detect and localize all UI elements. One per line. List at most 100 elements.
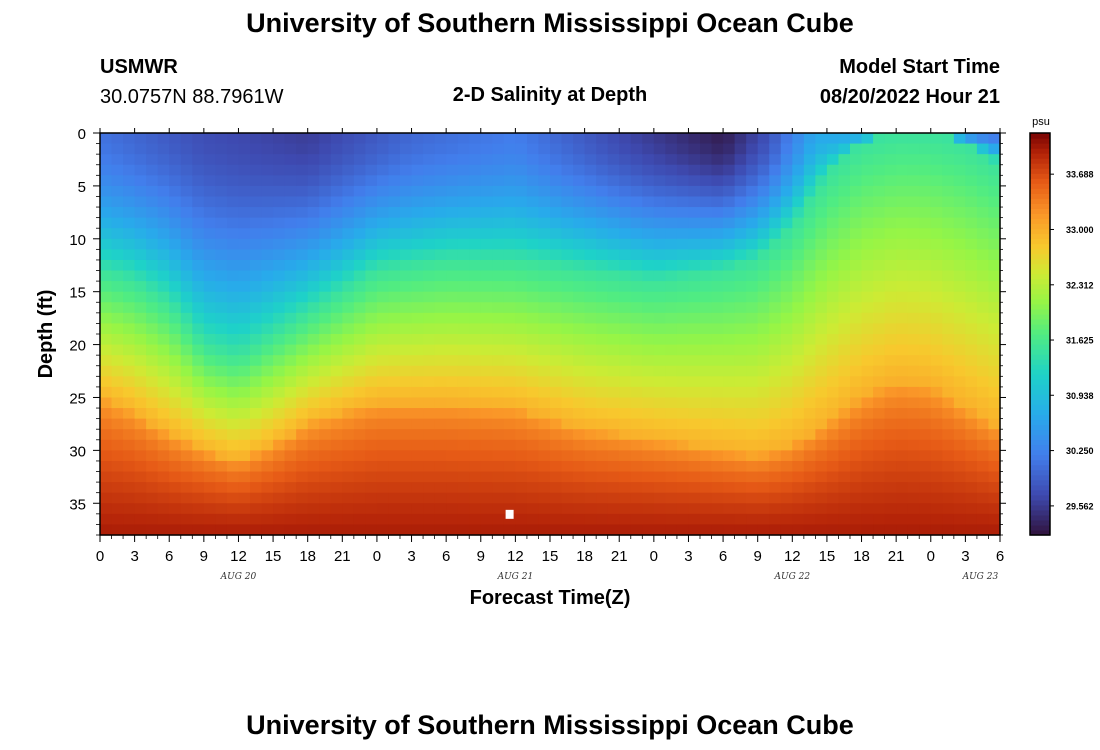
heatmap-cell bbox=[307, 524, 320, 536]
heatmap-cell bbox=[884, 439, 897, 451]
heatmap-cell bbox=[838, 524, 851, 536]
heatmap-cell bbox=[319, 439, 332, 451]
heatmap-cell bbox=[134, 281, 147, 293]
heatmap-cell bbox=[411, 355, 424, 367]
heatmap-cell bbox=[838, 429, 851, 441]
heatmap-cell bbox=[215, 397, 228, 409]
heatmap-cell bbox=[273, 312, 286, 325]
heatmap-cell bbox=[434, 439, 447, 451]
heatmap-cell bbox=[434, 302, 447, 314]
heatmap-cell bbox=[111, 439, 124, 451]
heatmap-cell bbox=[192, 133, 205, 145]
heatmap-cell bbox=[273, 143, 286, 155]
heatmap-cell bbox=[573, 439, 586, 451]
heatmap-cell bbox=[538, 281, 551, 293]
heatmap-cell bbox=[123, 281, 136, 293]
heatmap-cell bbox=[400, 450, 413, 462]
heatmap-cell bbox=[919, 196, 932, 208]
heatmap-cell bbox=[284, 513, 297, 526]
heatmap-cell bbox=[515, 492, 528, 504]
heatmap-cell bbox=[526, 207, 540, 219]
heatmap-cell bbox=[826, 164, 840, 176]
heatmap-cell bbox=[826, 503, 840, 515]
heatmap-cell bbox=[573, 249, 586, 261]
heatmap-cell bbox=[838, 482, 851, 494]
heatmap-cell bbox=[769, 323, 782, 335]
heatmap-cell bbox=[146, 259, 159, 272]
heatmap-cell bbox=[815, 217, 828, 229]
heatmap-cell bbox=[342, 323, 355, 335]
heatmap-cell bbox=[538, 408, 551, 420]
heatmap-cell bbox=[700, 460, 713, 473]
colorbar-band bbox=[1030, 514, 1050, 521]
heatmap-cell bbox=[411, 386, 424, 399]
heatmap-cell bbox=[953, 196, 966, 208]
heatmap-cell bbox=[850, 376, 863, 388]
x-tick-label: 18 bbox=[299, 548, 316, 565]
heatmap-cell bbox=[353, 185, 366, 198]
heatmap-cell bbox=[953, 291, 966, 303]
colorbar-band bbox=[1030, 474, 1050, 481]
heatmap-cell bbox=[169, 259, 182, 272]
heatmap-cell bbox=[676, 482, 690, 494]
heatmap-cell bbox=[273, 460, 286, 473]
heatmap-cell bbox=[803, 376, 816, 388]
heatmap-cell bbox=[769, 503, 782, 515]
heatmap-cell bbox=[838, 386, 851, 399]
heatmap-cell bbox=[700, 482, 713, 494]
heatmap-cell bbox=[896, 281, 909, 293]
heatmap-cell bbox=[365, 281, 378, 293]
heatmap-cell bbox=[561, 185, 574, 198]
heatmap-cell bbox=[203, 207, 216, 219]
heatmap-cell bbox=[457, 154, 470, 166]
heatmap-cell bbox=[826, 429, 840, 441]
heatmap-cell bbox=[261, 323, 274, 335]
heatmap-cell bbox=[134, 175, 147, 187]
heatmap-cell bbox=[838, 460, 851, 473]
heatmap-cell bbox=[826, 439, 840, 451]
heatmap-cell bbox=[653, 281, 666, 293]
heatmap-cell bbox=[757, 386, 770, 399]
heatmap-cell bbox=[700, 196, 713, 208]
heatmap-cell bbox=[815, 185, 828, 198]
heatmap-cell bbox=[134, 397, 147, 409]
heatmap-cell bbox=[780, 524, 793, 536]
heatmap-cell bbox=[988, 492, 1001, 504]
heatmap-cell bbox=[296, 482, 309, 494]
heatmap-cell bbox=[850, 503, 863, 515]
heatmap-cell bbox=[261, 397, 274, 409]
heatmap-cell bbox=[607, 164, 620, 176]
heatmap-cell bbox=[630, 439, 643, 451]
heatmap-cell bbox=[515, 281, 528, 293]
colorbar-band bbox=[1030, 409, 1050, 416]
heatmap-cell bbox=[134, 302, 147, 314]
heatmap-cell bbox=[688, 408, 701, 420]
heatmap-cell bbox=[873, 439, 886, 451]
heatmap-cell bbox=[400, 143, 413, 155]
heatmap-cell bbox=[573, 302, 586, 314]
heatmap-cell bbox=[100, 143, 113, 155]
heatmap-cell bbox=[123, 355, 136, 367]
heatmap-cell bbox=[100, 450, 113, 462]
heatmap-cell bbox=[700, 355, 713, 367]
heatmap-cell bbox=[769, 524, 782, 536]
heatmap-cell bbox=[273, 429, 286, 441]
heatmap-cell bbox=[457, 259, 470, 272]
heatmap-cell bbox=[446, 185, 459, 198]
heatmap-cell bbox=[826, 196, 840, 208]
heatmap-cell bbox=[376, 312, 390, 325]
heatmap-cell bbox=[388, 376, 401, 388]
heatmap-cell bbox=[180, 408, 193, 420]
heatmap-cell bbox=[676, 259, 690, 272]
heatmap-cell bbox=[192, 492, 205, 504]
heatmap-cell bbox=[734, 143, 747, 155]
heatmap-cell bbox=[238, 355, 251, 367]
heatmap-cell bbox=[469, 471, 482, 483]
heatmap-cell bbox=[388, 471, 401, 483]
heatmap-cell bbox=[411, 164, 424, 176]
heatmap-cell bbox=[238, 196, 251, 208]
heatmap-cell bbox=[757, 270, 770, 282]
heatmap-cell bbox=[746, 259, 759, 272]
heatmap-cell bbox=[180, 270, 193, 282]
heatmap-cell bbox=[307, 281, 320, 293]
